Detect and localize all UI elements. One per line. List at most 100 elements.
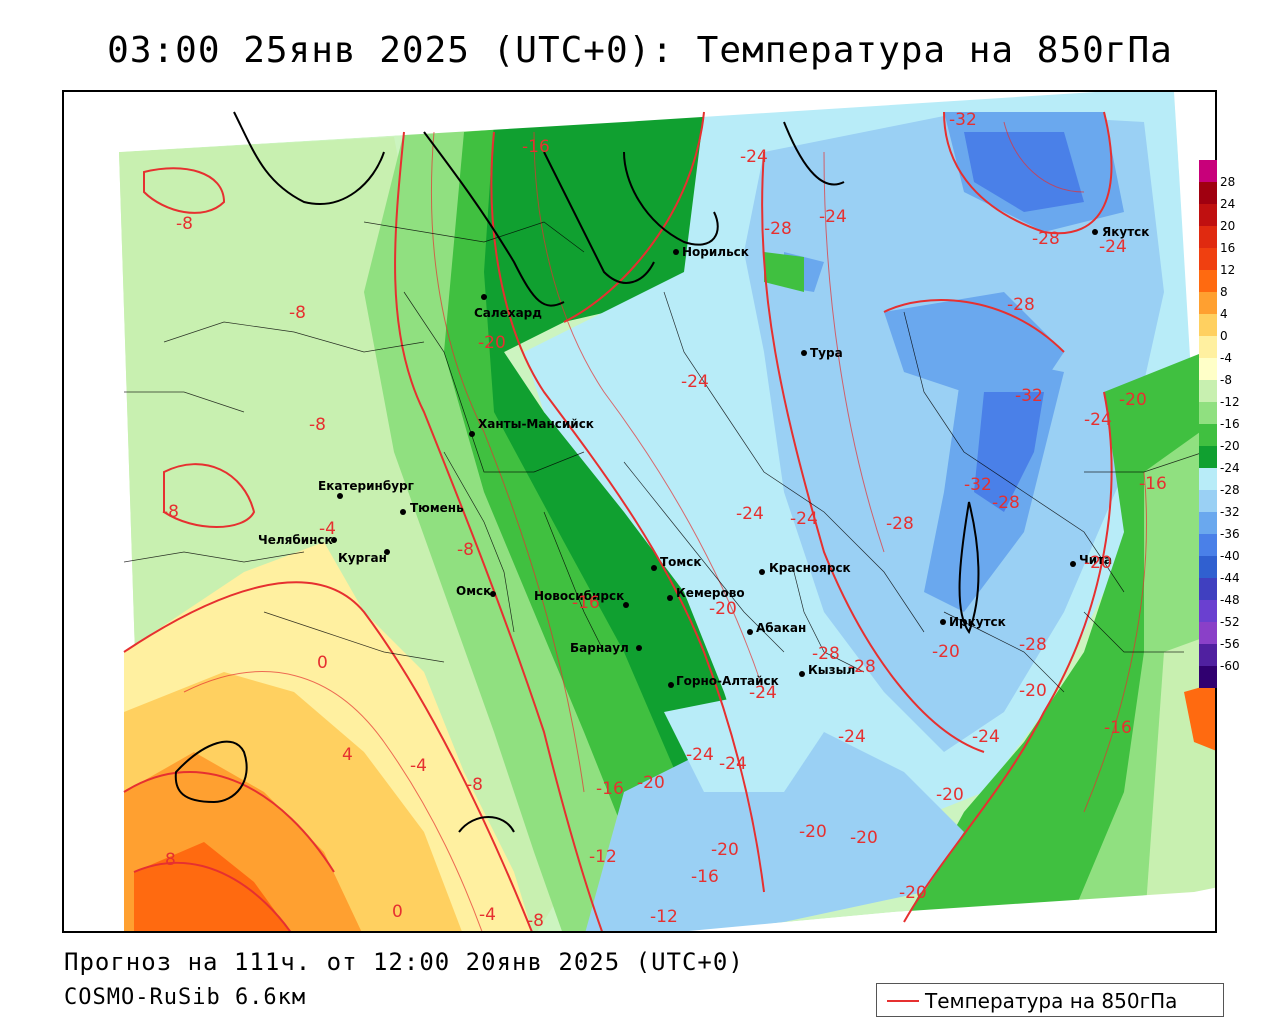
colorbar-tick-label: 28 — [1220, 175, 1236, 189]
city-label: Томск — [660, 555, 702, 569]
city-label: Якутск — [1102, 225, 1149, 239]
city-marker — [331, 537, 337, 543]
isotherm-label: 0 — [317, 653, 328, 673]
colorbar-tick-label: -16 — [1220, 417, 1240, 431]
isotherm-label: -20 — [711, 840, 739, 860]
isotherm-label: -12 — [589, 847, 617, 867]
isotherm-label: -20 — [936, 785, 964, 805]
city-marker — [623, 602, 629, 608]
colorbar-segment — [1199, 424, 1217, 446]
city-labels: Норильск Якутск Салехард Тура Ханты-Манс… — [258, 225, 1149, 688]
colorbar-segment — [1199, 160, 1217, 182]
colorbar-tick-label: 12 — [1220, 263, 1236, 277]
isotherm-label: -32 — [1015, 386, 1043, 406]
colorbar-tick-label: -28 — [1220, 483, 1240, 497]
colorbar-segment — [1199, 380, 1217, 402]
colorbar-segment — [1199, 490, 1217, 512]
isotherm-label: -8 — [527, 911, 544, 931]
forecast-info: Прогноз на 111ч. от 12:00 20янв 2025 (UT… — [64, 948, 744, 976]
city-marker — [801, 350, 807, 356]
isotherm-label: -24 — [686, 745, 714, 765]
colorbar-segment — [1199, 534, 1217, 556]
isotherm-label: -24 — [972, 727, 1000, 747]
colorbar-segment — [1199, 226, 1217, 248]
colorbar-segment — [1199, 336, 1217, 358]
isotherm-label: -24 — [819, 207, 847, 227]
city-marker — [668, 682, 674, 688]
colorbar-segment — [1199, 402, 1217, 424]
isotherm-label: -20 — [637, 773, 665, 793]
isotherm-label: -24 — [749, 683, 777, 703]
city-label: Барнаул — [570, 641, 629, 655]
isotherm-label: -28 — [1007, 295, 1035, 315]
colorbar-tick-label: 4 — [1220, 307, 1228, 321]
colorbar-tick-label: -36 — [1220, 527, 1240, 541]
isotherm-label: -24 — [736, 504, 764, 524]
isotherm-label: -24 — [790, 509, 818, 529]
colorbar-segment — [1199, 556, 1217, 578]
isotherm-label: -32 — [964, 475, 992, 495]
city-label: Челябинск — [258, 533, 333, 547]
isotherm-label: -32 — [949, 110, 977, 130]
colorbar-tick-label: -48 — [1220, 593, 1240, 607]
colorbar-segment — [1199, 600, 1217, 622]
city-label: Абакан — [756, 621, 806, 635]
model-name: COSMO-RuSib 6.6км — [64, 985, 307, 1010]
isotherm-label: -12 — [650, 907, 678, 927]
isotherm-label: -20 — [478, 333, 506, 353]
isotherm-label: -28 — [848, 657, 876, 677]
isotherm-label: -16 — [596, 779, 624, 799]
colorbar-tick-label: -12 — [1220, 395, 1240, 409]
city-label: Курган — [338, 551, 387, 565]
isotherm-label: -28 — [764, 219, 792, 239]
city-label: Омск — [456, 584, 491, 598]
isotherm-value-labels: -16 -24 -32 -28 -24 -28 -24 -8 -8 -20 -2… — [162, 110, 1167, 931]
isotherm-label: -20 — [899, 883, 927, 903]
colorbar-segment — [1199, 292, 1217, 314]
colorbar-segment — [1199, 666, 1217, 688]
region-borders — [123, 221, 1205, 693]
isotherm-label: -24 — [838, 727, 866, 747]
colorbar-tick-label: -32 — [1220, 505, 1240, 519]
city-marker — [490, 591, 496, 597]
isotherm-label: -28 — [992, 493, 1020, 513]
isotherm-label: -20 — [850, 828, 878, 848]
city-label: Салехард — [474, 306, 542, 320]
colorbar-tick-label: -56 — [1220, 637, 1240, 651]
colorbar-segment — [1199, 204, 1217, 226]
colorbar-tick-label: -20 — [1220, 439, 1240, 453]
city-label: Новосибирск — [534, 589, 624, 603]
colorbar-segment — [1199, 622, 1217, 644]
colorbar-segment — [1199, 314, 1217, 336]
city-marker — [1092, 229, 1098, 235]
isotherm-label: -4 — [319, 519, 336, 539]
city-marker — [759, 569, 765, 575]
isotherm-label: -20 — [709, 599, 737, 619]
isotherm-label: -28 — [886, 514, 914, 534]
isotherm-label: -24 — [681, 372, 709, 392]
city-label: Кемерово — [676, 586, 745, 600]
colorbar-tick-label: -52 — [1220, 615, 1240, 629]
isotherm-label: -24 — [1099, 237, 1127, 257]
isotherm-label: -20 — [1119, 390, 1147, 410]
isotherm-label: -8 — [457, 540, 474, 560]
city-label: Норильск — [682, 245, 749, 259]
colorbar-segment — [1199, 468, 1217, 490]
isotherm-label: -8 — [309, 415, 326, 435]
colorbar-segment — [1199, 578, 1217, 600]
isotherm-label: -20 — [1019, 681, 1047, 701]
city-marker — [940, 619, 946, 625]
city-marker — [651, 565, 657, 571]
city-label: Чита — [1079, 553, 1112, 567]
colorbar-tick-label: -60 — [1220, 659, 1240, 673]
isotherm-label: -24 — [1084, 410, 1112, 430]
city-label: Екатеринбург — [318, 479, 414, 493]
city-label: Тюмень — [410, 501, 464, 515]
map-canvas[interactable]: Норильск Якутск Салехард Тура Ханты-Манс… — [62, 90, 1217, 933]
city-label: Иркутск — [949, 615, 1006, 629]
colorbar-tick-label: 16 — [1220, 241, 1236, 255]
legend-label: Температура на 850гПа — [925, 989, 1178, 1013]
legend-line-swatch — [887, 1000, 919, 1002]
isotherm-label: -24 — [740, 147, 768, 167]
city-marker — [384, 549, 390, 555]
